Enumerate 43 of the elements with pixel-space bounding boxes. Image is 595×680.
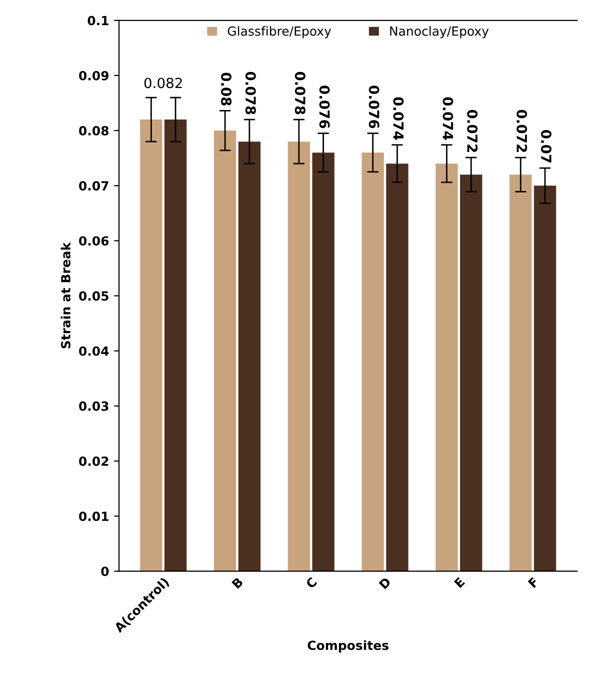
- y-tick-label: 0.1: [88, 16, 108, 26]
- legend-label: Glassfibre/Epoxy: [228, 26, 332, 38]
- y-tick-label: 0.05: [79, 291, 108, 301]
- x-tick-label: D: [378, 576, 392, 590]
- y-tick-label: 0.01: [79, 512, 108, 522]
- bar: [534, 186, 556, 572]
- data-label: 0.078: [294, 72, 306, 114]
- data-label: 0.082: [144, 78, 182, 88]
- data-label: 0.078: [245, 72, 256, 114]
- y-tick-label: 0.03: [79, 401, 108, 411]
- bar: [386, 164, 408, 572]
- bar: [140, 120, 162, 572]
- bar: [164, 120, 187, 572]
- bar: [238, 142, 261, 572]
- y-tick-label: 0.07: [79, 181, 108, 191]
- data-label: 0.076: [319, 86, 330, 128]
- y-tick-label: 0.04: [79, 346, 109, 356]
- x-tick-label: C: [305, 576, 318, 589]
- y-tick-label: 0: [101, 566, 109, 576]
- y-tick-label: 0.08: [79, 126, 109, 136]
- data-label: 0.074: [442, 97, 454, 140]
- y-axis-title: Strain at Break: [60, 242, 70, 348]
- y-tick-label: 0.06: [79, 236, 109, 246]
- x-axis-title: Composites: [308, 640, 388, 652]
- bar: [510, 174, 532, 572]
- bar: [436, 164, 458, 572]
- bar: [312, 152, 334, 572]
- data-label: 0.072: [467, 110, 478, 152]
- bar: [214, 130, 236, 572]
- x-tick-label: E: [454, 576, 465, 588]
- x-tick-label: B: [232, 576, 244, 589]
- bar: [288, 142, 310, 572]
- bar: [362, 152, 384, 572]
- bar: [460, 174, 482, 572]
- x-tick-label: F: [528, 577, 539, 588]
- y-tick-label: 0.02: [79, 456, 108, 466]
- data-label: 0.072: [516, 110, 528, 152]
- data-label: 0.08: [221, 72, 232, 106]
- data-label: 0.074: [393, 97, 404, 140]
- data-label: 0.07: [540, 130, 552, 163]
- data-label: 0.076: [368, 86, 380, 128]
- y-tick-label: 0.09: [79, 70, 108, 80]
- legend-label: Nanoclay/Epoxy: [390, 26, 489, 38]
